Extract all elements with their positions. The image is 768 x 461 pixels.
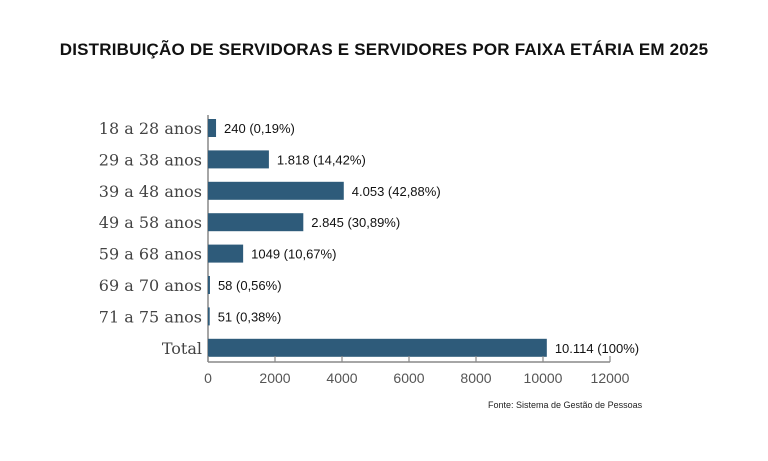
x-tick-label: 6000 [393,370,424,386]
data-label: 240 (0,19%) [224,121,295,136]
x-tick-label: 2000 [259,370,290,386]
bar [208,307,210,326]
x-tick-label: 10000 [524,370,563,386]
chart-title: DISTRIBUIÇÃO DE SERVIDORAS E SERVIDORES … [59,40,709,59]
data-label: 10.114 (100%) [555,341,639,356]
data-label: 2.845 (30,89%) [311,215,400,230]
source-note: Fonte: Sistema de Gestão de Pessoas [488,400,643,410]
category-label: 69 a 70 anos [99,276,202,295]
bar [208,150,269,169]
category-label: 29 a 38 anos [99,150,202,169]
bar [208,276,210,294]
bar [208,338,547,357]
category-label: 18 a 28 anos [99,119,202,138]
bar [208,244,244,263]
category-label: Total [162,339,202,358]
bar [208,213,304,232]
data-label: 1049 (10,67%) [251,247,336,262]
category-label: 39 a 48 anos [99,182,202,201]
bar [208,181,344,200]
data-label: 1.818 (14,42%) [277,152,366,167]
x-tick-label: 8000 [460,370,491,386]
x-tick-label: 0 [204,370,212,386]
bar [208,119,217,137]
data-label: 58 (0,56%) [218,278,282,293]
category-label: 71 a 75 anos [99,307,202,326]
x-tick-label: 4000 [326,370,357,386]
data-label: 4.053 (42,88%) [352,184,441,199]
category-label: 59 a 68 anos [99,245,202,264]
x-tick-label: 12000 [591,370,630,386]
data-label: 51 (0,38%) [218,309,282,324]
category-label: 49 a 58 anos [99,213,202,232]
